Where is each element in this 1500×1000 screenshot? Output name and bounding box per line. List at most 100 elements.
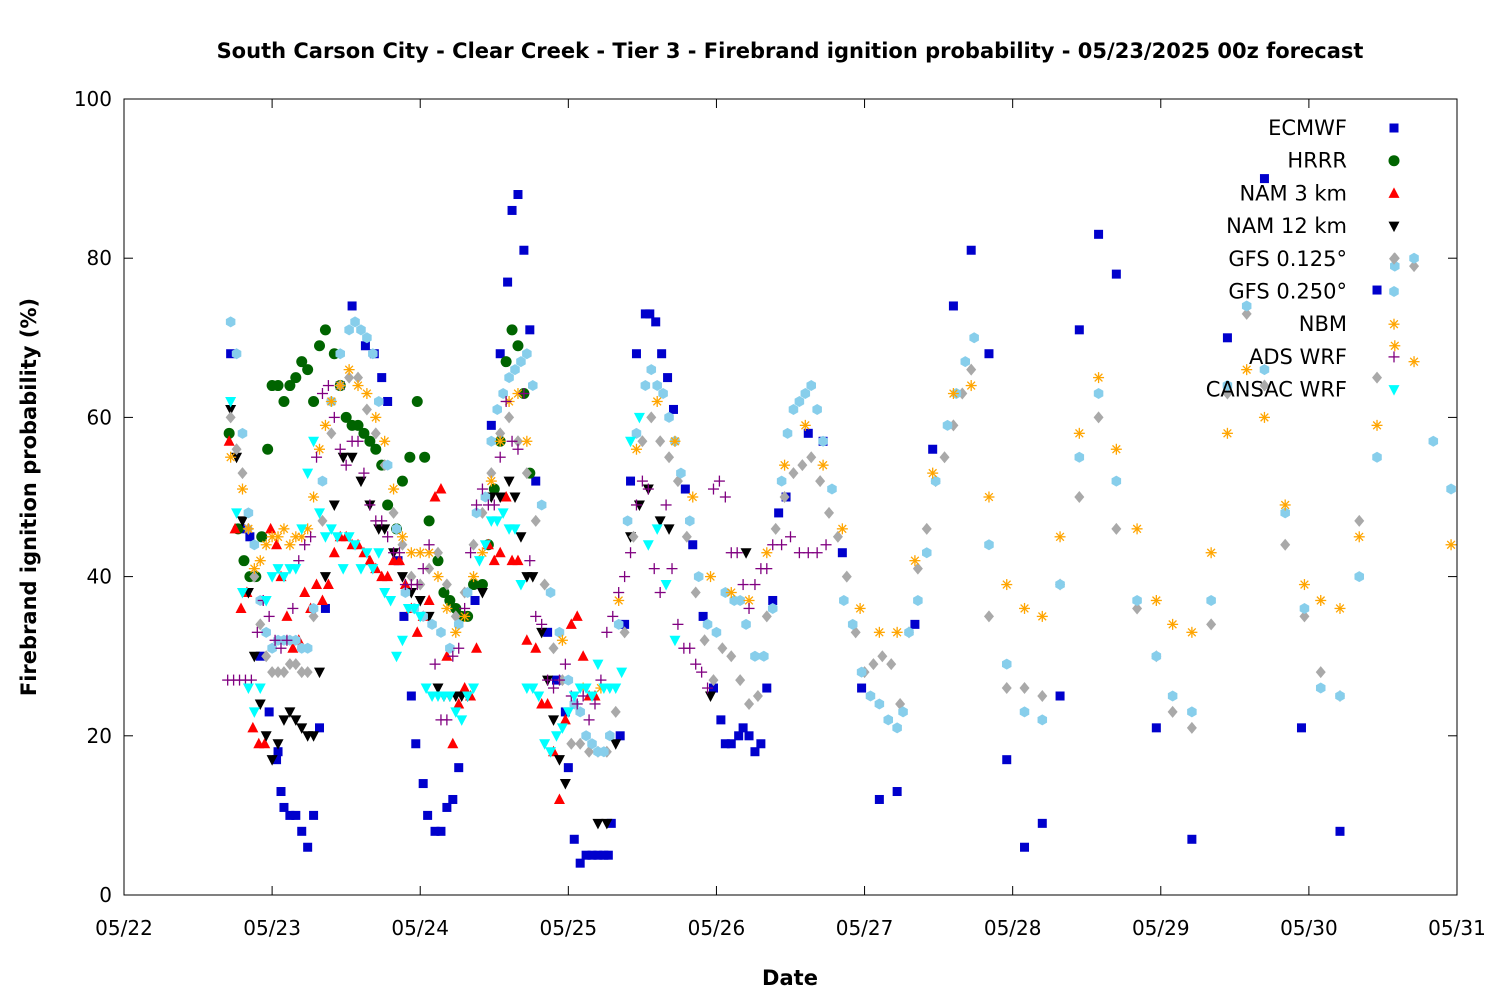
data-point [370, 443, 382, 455]
data-point [738, 723, 748, 733]
data-point [581, 850, 591, 860]
data-point [690, 658, 702, 670]
data-point [633, 412, 645, 424]
data-point [734, 731, 744, 741]
legend-marker [1389, 252, 1399, 265]
data-point [892, 787, 902, 797]
series-gfs-0-125 [225, 252, 1420, 758]
data-point [633, 500, 645, 511]
data-point [743, 602, 755, 614]
data-point [1019, 682, 1030, 695]
data-point [504, 372, 514, 384]
data-point [367, 564, 379, 575]
data-point [942, 419, 953, 431]
data-point [373, 395, 384, 407]
data-point [396, 635, 408, 647]
data-point [824, 506, 835, 519]
data-point [319, 324, 331, 336]
data-point [749, 579, 761, 591]
data-point [1296, 723, 1306, 733]
data-point [768, 595, 778, 605]
data-point [344, 324, 354, 336]
data-point [290, 372, 302, 384]
data-point [319, 532, 331, 543]
data-point [448, 794, 458, 804]
data-point [536, 499, 547, 511]
data-point [589, 698, 601, 710]
data-point [343, 364, 355, 376]
data-point [254, 699, 266, 710]
data-point [468, 579, 480, 591]
data-point [735, 674, 746, 687]
data-point [1428, 435, 1439, 447]
data-point [418, 779, 428, 789]
data-point [815, 475, 826, 488]
data-point [497, 508, 509, 519]
data-point [462, 587, 473, 599]
chart-title: South Carson City - Clear Creek - Tier 3… [217, 39, 1364, 63]
data-point [340, 411, 352, 423]
data-point [414, 547, 426, 559]
data-point [442, 802, 452, 812]
data-point [237, 467, 248, 480]
data-point [450, 602, 462, 614]
data-point [254, 683, 266, 695]
legend-item: CANSAC WRF [1206, 378, 1400, 402]
data-point [654, 587, 666, 599]
data-point [636, 475, 648, 487]
data-point [299, 539, 311, 551]
data-point [322, 380, 334, 392]
data-point [619, 571, 631, 583]
data-point [423, 594, 435, 605]
series-ads-wrf [222, 380, 832, 726]
data-point [273, 666, 284, 679]
data-point [462, 691, 474, 702]
data-point [761, 547, 773, 559]
data-point [1036, 610, 1048, 622]
data-point [744, 731, 754, 741]
data-point [423, 515, 435, 527]
data-point [494, 492, 506, 503]
data-point [248, 707, 260, 718]
data-point [326, 427, 337, 440]
data-point [364, 499, 376, 511]
data-point [904, 626, 914, 638]
data-point [491, 516, 503, 527]
data-point [752, 690, 763, 702]
data-point [984, 349, 994, 359]
legend-label: NAM 3 km [1239, 181, 1347, 205]
data-point [984, 539, 994, 551]
data-point [278, 395, 290, 407]
data-point [344, 371, 355, 384]
data-point [539, 578, 550, 591]
x-tick-label: 05/31 [1428, 916, 1486, 940]
data-point [782, 427, 793, 439]
data-point [922, 547, 932, 559]
data-point [262, 443, 274, 455]
data-point [559, 658, 571, 670]
data-point [441, 602, 453, 614]
data-point [563, 763, 573, 773]
data-point [290, 658, 301, 671]
data-point [593, 850, 603, 860]
data-point [308, 731, 320, 742]
series-layer [222, 174, 1457, 868]
data-point [630, 443, 642, 455]
data-point [251, 626, 263, 638]
data-point [352, 435, 364, 447]
data-point [1259, 379, 1270, 392]
data-point [503, 277, 513, 287]
data-point [1019, 706, 1030, 718]
data-point [393, 547, 405, 559]
data-point [1409, 260, 1420, 273]
data-point [281, 634, 293, 646]
data-point [242, 683, 254, 695]
legend: ECMWF HRRR NAM 3 km NAM 12 km GFS 0.125° GFS … [1206, 116, 1400, 402]
data-point [504, 411, 515, 424]
data-point [1150, 594, 1162, 606]
data-point [1315, 682, 1326, 694]
data-point [263, 610, 275, 622]
data-point [314, 443, 326, 455]
data-point [231, 508, 243, 519]
data-point [308, 436, 320, 448]
